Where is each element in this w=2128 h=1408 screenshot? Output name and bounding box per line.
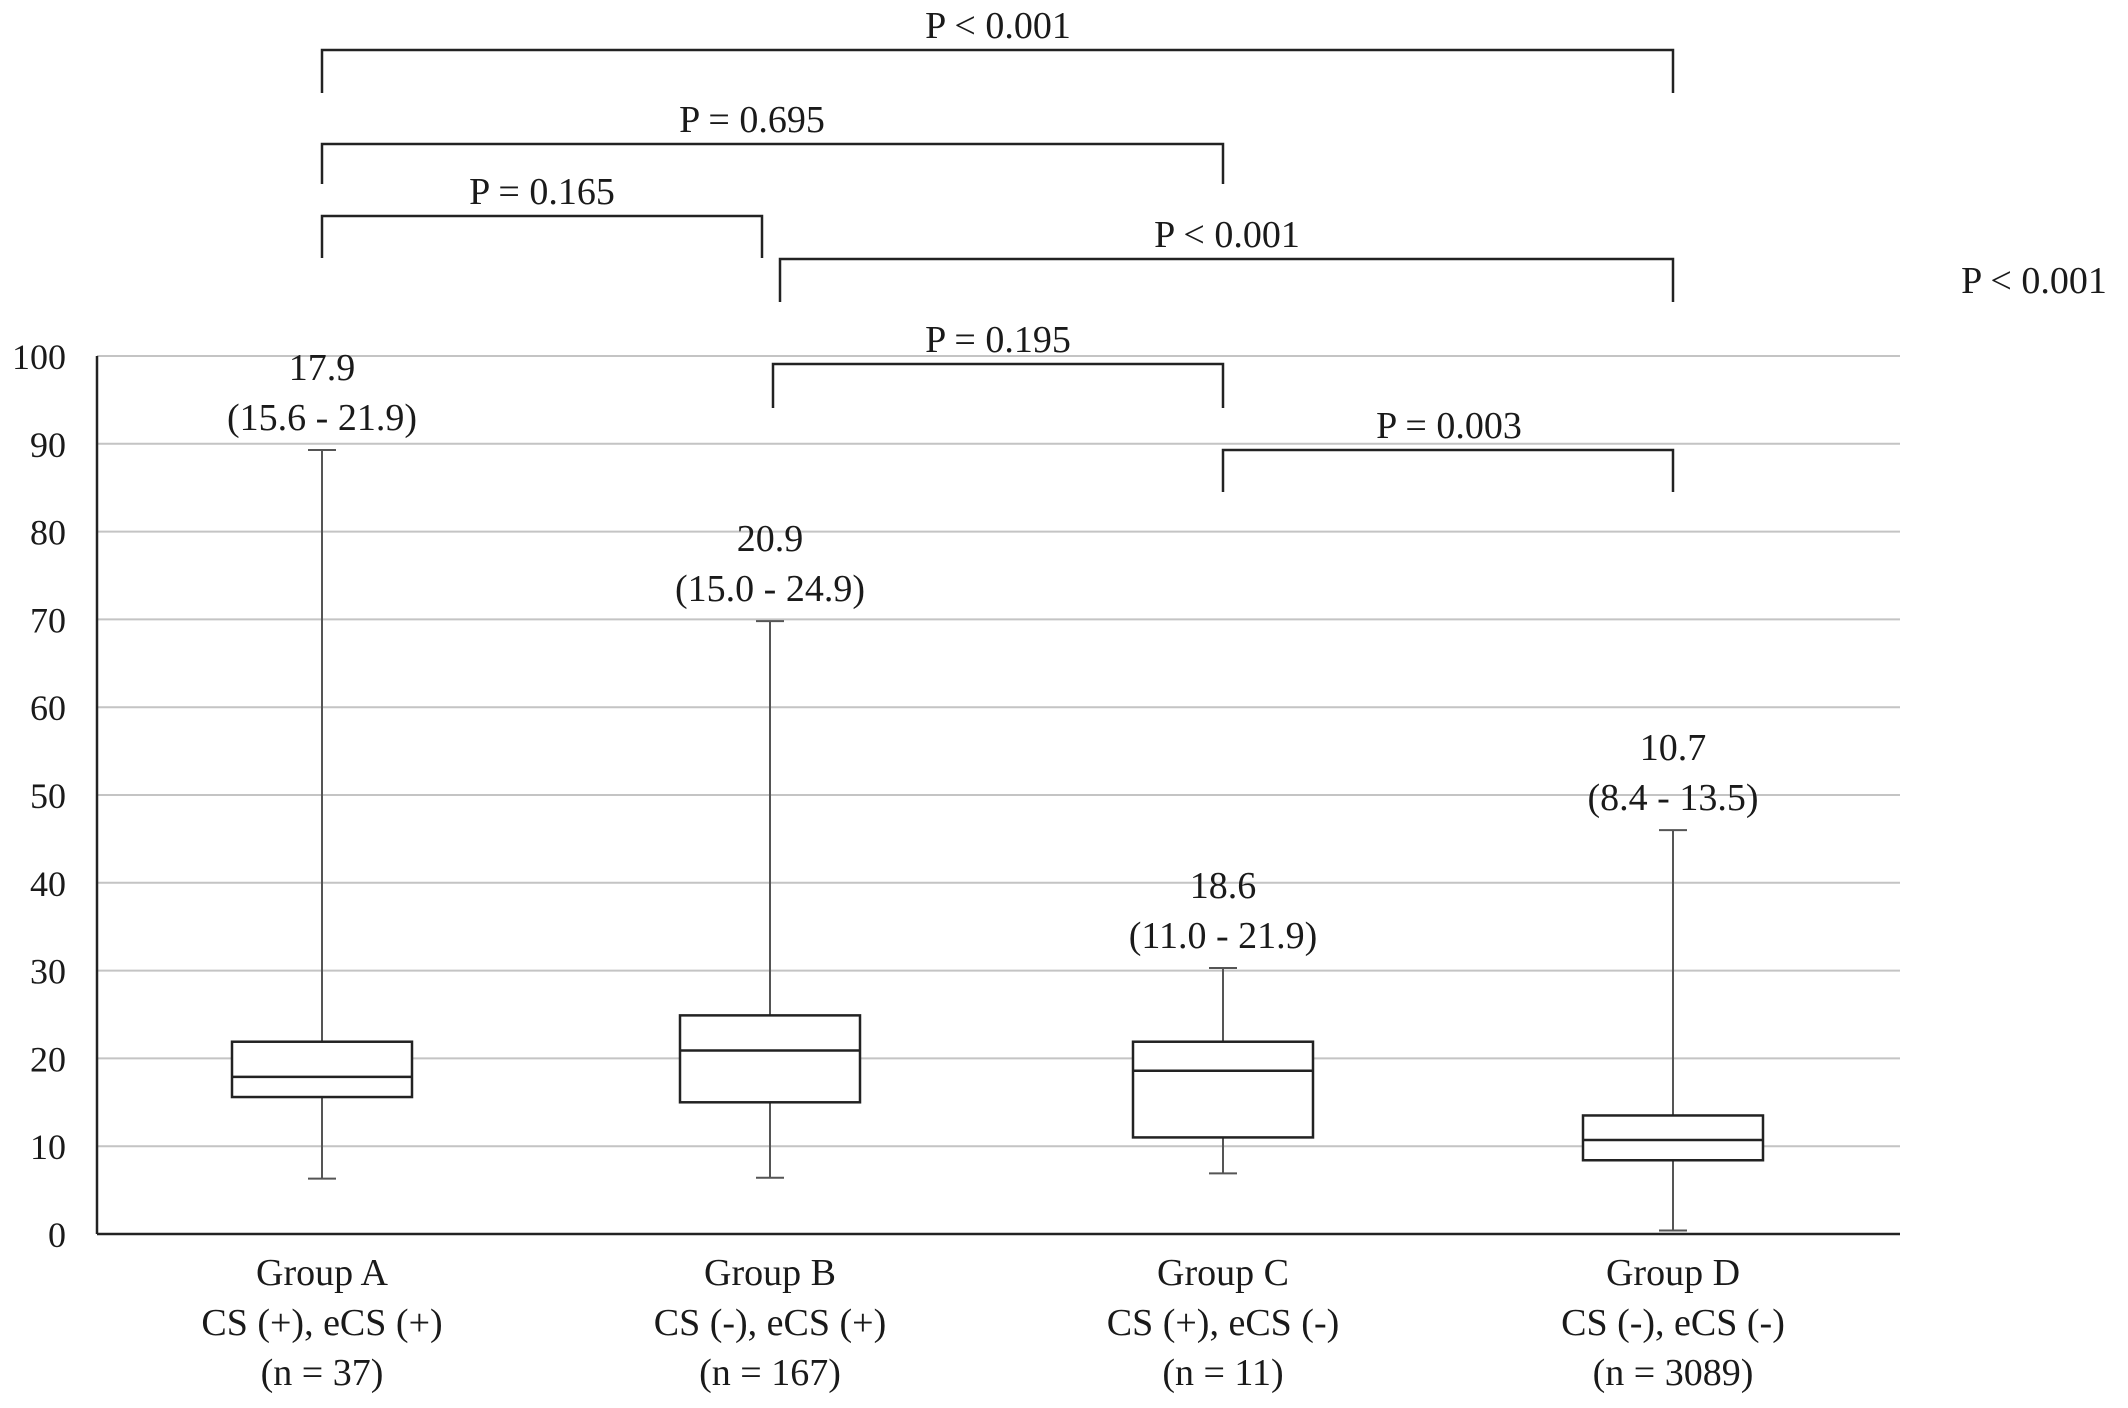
- significance-brackets: P < 0.001 P = 0.695 P = 0.165 P < 0.001 P = …: [320, 5, 1675, 492]
- comparison-p-label: P = 0.003: [1376, 405, 1522, 447]
- group-n: (n = 167): [699, 1352, 841, 1394]
- y-tick-label: 50: [30, 776, 66, 816]
- group-n: (n = 37): [261, 1352, 384, 1394]
- comparison-bracket: [771, 362, 1225, 408]
- comparison-bracket: [320, 214, 764, 258]
- iqr-box: [1581, 1114, 1765, 1162]
- y-tick-label: 100: [12, 337, 66, 377]
- y-tick-label: 70: [30, 600, 66, 640]
- iqr-box: [1131, 1040, 1315, 1139]
- y-tick-label: 0: [48, 1215, 66, 1255]
- comparison-p-label: P = 0.695: [679, 99, 825, 141]
- iqr-label: (15.0 - 24.9): [675, 568, 865, 610]
- group-subtitle: CS (-), eCS (-): [1561, 1302, 1785, 1344]
- y-tick-label: 10: [30, 1127, 66, 1167]
- comparison-p-label: P = 0.195: [925, 319, 1071, 361]
- iqr-box: [230, 1040, 414, 1099]
- comparison-bracket: [778, 257, 1675, 302]
- median-label: 17.9: [289, 347, 356, 389]
- y-tick-label: 30: [30, 952, 66, 992]
- iqr-label: (11.0 - 21.9): [1129, 915, 1318, 957]
- extra-p-annotation: P < 0.001: [1961, 260, 2107, 302]
- grid-lines: [97, 355, 1900, 1148]
- y-tick-label: 60: [30, 688, 66, 728]
- y-tick-label: 90: [30, 425, 66, 465]
- boxes: [230, 448, 1765, 1232]
- group-name: Group A: [256, 1252, 389, 1294]
- comparison-p-label: P < 0.001: [925, 5, 1071, 47]
- y-tick-label: 40: [30, 864, 66, 904]
- comparison-bracket: [1221, 448, 1675, 492]
- group-subtitle: CS (+), eCS (+): [201, 1302, 442, 1344]
- group-n: (n = 3089): [1593, 1352, 1754, 1394]
- y-axis: 0 10 20 30 40 50 60 70 80 90 100: [12, 337, 1900, 1255]
- group-name: Group B: [704, 1252, 836, 1294]
- comparison-bracket: [320, 142, 1225, 184]
- x-axis-labels: Group A CS (+), eCS (+) (n = 37) Group B CS …: [201, 1252, 1785, 1394]
- comparison-p-label: P = 0.165: [469, 171, 615, 213]
- iqr-label: (8.4 - 13.5): [1588, 777, 1759, 819]
- y-tick-label: 80: [30, 513, 66, 553]
- median-label: 18.6: [1190, 865, 1257, 907]
- group-name: Group D: [1606, 1252, 1740, 1294]
- comparison-p-label: P < 0.001: [1154, 214, 1300, 256]
- y-tick-label: 20: [30, 1039, 66, 1079]
- comparison-bracket: [320, 48, 1675, 93]
- group-n: (n = 11): [1162, 1352, 1283, 1394]
- iqr-label: (15.6 - 21.9): [227, 397, 417, 439]
- median-label: 20.9: [737, 518, 804, 560]
- group-subtitle: CS (+), eCS (-): [1107, 1302, 1340, 1344]
- group-subtitle: CS (-), eCS (+): [654, 1302, 887, 1344]
- group-name: Group C: [1157, 1252, 1289, 1294]
- median-label: 10.7: [1640, 727, 1707, 769]
- box-annotations: 17.9 (15.6 - 21.9) 20.9 (15.0 - 24.9) 18.6 (1…: [227, 347, 1758, 957]
- iqr-box: [678, 1014, 862, 1104]
